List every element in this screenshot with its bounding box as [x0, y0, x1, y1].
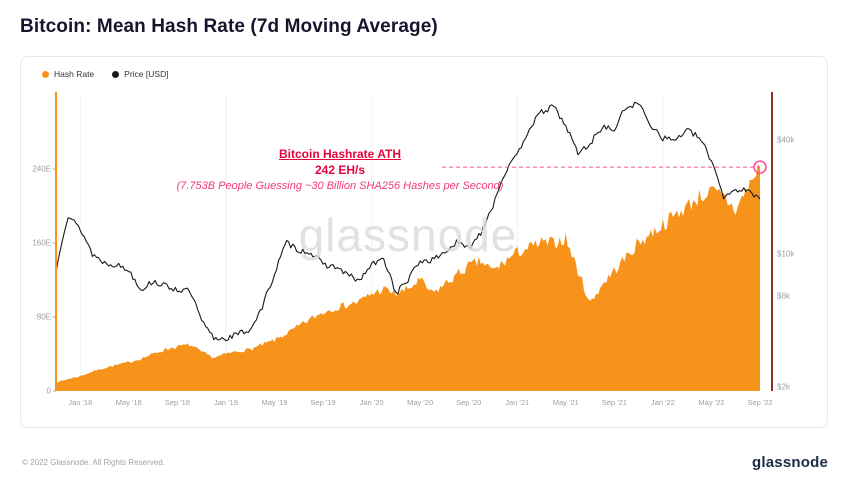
x-axis-tick-label: May '21 [553, 398, 579, 407]
x-axis-tick-label: Sep '19 [310, 398, 335, 407]
x-axis-tick-label: Jan '18 [68, 398, 92, 407]
legend-label-hash-rate: Hash Rate [54, 69, 95, 79]
x-axis-tick-label: May '18 [116, 398, 142, 407]
x-axis-tick-label: May '20 [407, 398, 433, 407]
ath-marker-circle [753, 160, 767, 174]
right-axis-tick-label: $40k [777, 135, 795, 144]
hash-rate-area[interactable] [56, 164, 760, 391]
x-axis-tick-label: Jan '22 [651, 398, 675, 407]
left-axis-tick-label: 160E [32, 239, 51, 248]
legend-item-hash-rate[interactable]: Hash Rate [42, 69, 94, 79]
footer: © 2022 Glassnode. All Rights Reserved. g… [22, 448, 828, 476]
x-axis-tick-label: Sep '20 [456, 398, 481, 407]
chart-legend: Hash Rate Price [USD] [42, 65, 818, 83]
legend-label-price: Price [USD] [124, 69, 169, 79]
x-axis-tick-label: Jan '19 [214, 398, 238, 407]
right-axis-tick-label: $2k [777, 382, 791, 391]
right-axis-tick-label: $10k [777, 250, 795, 259]
x-axis-tick-label: Sep '18 [165, 398, 190, 407]
left-axis-tick-label: 0 [47, 387, 52, 396]
chart-area[interactable]: 0 80E 160E 240E $40k $10k $6k $2k Jan '18 May '18… [30, 83, 820, 423]
glassnode-logo: glassnode [752, 453, 828, 471]
price-dot-icon [112, 70, 120, 78]
x-axis-tick-label: Jan '21 [505, 398, 529, 407]
x-axis-tick-label: May '22 [698, 398, 724, 407]
x-axis-tick-label: Sep '22 [747, 398, 772, 407]
copyright-text: © 2022 Glassnode. All Rights Reserved. [22, 457, 165, 467]
left-axis-tick-label: 80E [37, 313, 51, 322]
left-axis-tick-label: 240E [32, 165, 51, 174]
x-axis-tick-label: Jan '20 [360, 398, 384, 407]
chart-svg[interactable]: 0 80E 160E 240E $40k $10k $6k $2k Jan '18 May '18… [30, 83, 820, 423]
page-title: Bitcoin: Mean Hash Rate (7d Moving Avera… [20, 16, 438, 37]
x-axis-tick-label: Sep '21 [602, 398, 627, 407]
legend-item-price[interactable]: Price [USD] [112, 69, 169, 79]
x-axis-tick-label: May '19 [261, 398, 287, 407]
chart-card: Hash Rate Price [USD] 0 80E 160E 240E $40k $1… [20, 56, 828, 428]
hash-rate-dot-icon [42, 70, 49, 78]
right-axis-tick-label: $6k [777, 292, 791, 301]
price-line[interactable] [55, 101, 761, 342]
